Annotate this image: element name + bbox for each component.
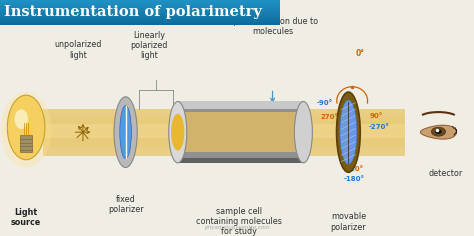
- FancyBboxPatch shape: [0, 22, 280, 23]
- Ellipse shape: [114, 97, 137, 168]
- FancyBboxPatch shape: [20, 135, 32, 152]
- FancyBboxPatch shape: [43, 127, 405, 129]
- Ellipse shape: [294, 101, 312, 163]
- FancyBboxPatch shape: [43, 153, 405, 154]
- Text: sample cell
containing molecules
for study: sample cell containing molecules for stu…: [196, 206, 283, 236]
- FancyBboxPatch shape: [43, 118, 405, 120]
- Text: detector: detector: [428, 169, 463, 178]
- FancyBboxPatch shape: [0, 1, 280, 2]
- FancyBboxPatch shape: [43, 154, 405, 156]
- Text: priyamstudycentre.com: priyamstudycentre.com: [204, 225, 270, 230]
- FancyBboxPatch shape: [43, 149, 405, 151]
- FancyBboxPatch shape: [0, 11, 280, 12]
- Text: movable
polarizer: movable polarizer: [330, 212, 366, 232]
- Text: -90°: -90°: [317, 100, 333, 106]
- Text: Light
source: Light source: [11, 208, 41, 227]
- FancyBboxPatch shape: [43, 110, 405, 112]
- FancyBboxPatch shape: [43, 145, 405, 146]
- FancyBboxPatch shape: [0, 6, 280, 8]
- Ellipse shape: [169, 101, 187, 163]
- Polygon shape: [420, 125, 456, 139]
- Ellipse shape: [7, 95, 45, 160]
- Ellipse shape: [340, 100, 357, 164]
- FancyBboxPatch shape: [43, 134, 405, 135]
- FancyBboxPatch shape: [0, 8, 280, 9]
- FancyBboxPatch shape: [178, 101, 303, 109]
- FancyBboxPatch shape: [0, 5, 280, 6]
- Ellipse shape: [171, 114, 184, 151]
- FancyBboxPatch shape: [0, 18, 280, 19]
- Text: 180°: 180°: [345, 166, 363, 172]
- FancyBboxPatch shape: [0, 12, 280, 13]
- FancyBboxPatch shape: [43, 124, 405, 126]
- FancyBboxPatch shape: [0, 4, 280, 5]
- Text: unpolarized
light: unpolarized light: [55, 40, 102, 59]
- FancyBboxPatch shape: [43, 146, 405, 148]
- FancyBboxPatch shape: [0, 15, 280, 16]
- Text: 0°: 0°: [356, 49, 365, 58]
- Text: Linearly
polarized
light: Linearly polarized light: [131, 31, 168, 60]
- FancyBboxPatch shape: [43, 120, 405, 121]
- FancyBboxPatch shape: [43, 113, 405, 115]
- FancyBboxPatch shape: [0, 19, 280, 21]
- Text: -270°: -270°: [369, 124, 390, 131]
- FancyBboxPatch shape: [43, 142, 405, 143]
- FancyBboxPatch shape: [43, 151, 405, 153]
- FancyBboxPatch shape: [43, 126, 405, 127]
- FancyBboxPatch shape: [43, 129, 405, 131]
- FancyBboxPatch shape: [0, 16, 280, 18]
- FancyBboxPatch shape: [43, 140, 405, 142]
- FancyBboxPatch shape: [43, 139, 405, 140]
- Ellipse shape: [431, 127, 446, 136]
- Text: -180°: -180°: [344, 176, 365, 182]
- FancyBboxPatch shape: [0, 23, 280, 25]
- Text: 90°: 90°: [369, 113, 383, 119]
- FancyBboxPatch shape: [43, 109, 405, 156]
- FancyBboxPatch shape: [43, 148, 405, 149]
- FancyBboxPatch shape: [178, 112, 303, 152]
- Ellipse shape: [337, 92, 360, 172]
- FancyBboxPatch shape: [43, 123, 405, 124]
- FancyBboxPatch shape: [43, 116, 405, 118]
- Text: Optical rotation due to
molecules: Optical rotation due to molecules: [227, 17, 318, 36]
- FancyBboxPatch shape: [0, 2, 280, 4]
- FancyBboxPatch shape: [0, 9, 280, 11]
- Text: 270°: 270°: [320, 114, 338, 120]
- FancyBboxPatch shape: [0, 0, 280, 1]
- FancyBboxPatch shape: [178, 158, 303, 163]
- Text: fixed
polarizer: fixed polarizer: [108, 195, 144, 214]
- FancyBboxPatch shape: [43, 121, 405, 123]
- FancyBboxPatch shape: [43, 109, 405, 110]
- FancyBboxPatch shape: [0, 13, 280, 15]
- FancyBboxPatch shape: [43, 112, 405, 113]
- FancyBboxPatch shape: [43, 135, 405, 137]
- Ellipse shape: [15, 109, 28, 129]
- FancyBboxPatch shape: [43, 132, 405, 134]
- FancyBboxPatch shape: [178, 101, 303, 163]
- FancyBboxPatch shape: [43, 137, 405, 139]
- FancyBboxPatch shape: [43, 143, 405, 145]
- FancyBboxPatch shape: [43, 131, 405, 132]
- Ellipse shape: [0, 92, 52, 168]
- Ellipse shape: [120, 106, 131, 159]
- Text: Instrumentation of polarimetry: Instrumentation of polarimetry: [4, 5, 262, 19]
- FancyBboxPatch shape: [43, 115, 405, 116]
- FancyBboxPatch shape: [0, 21, 280, 22]
- Ellipse shape: [435, 129, 442, 134]
